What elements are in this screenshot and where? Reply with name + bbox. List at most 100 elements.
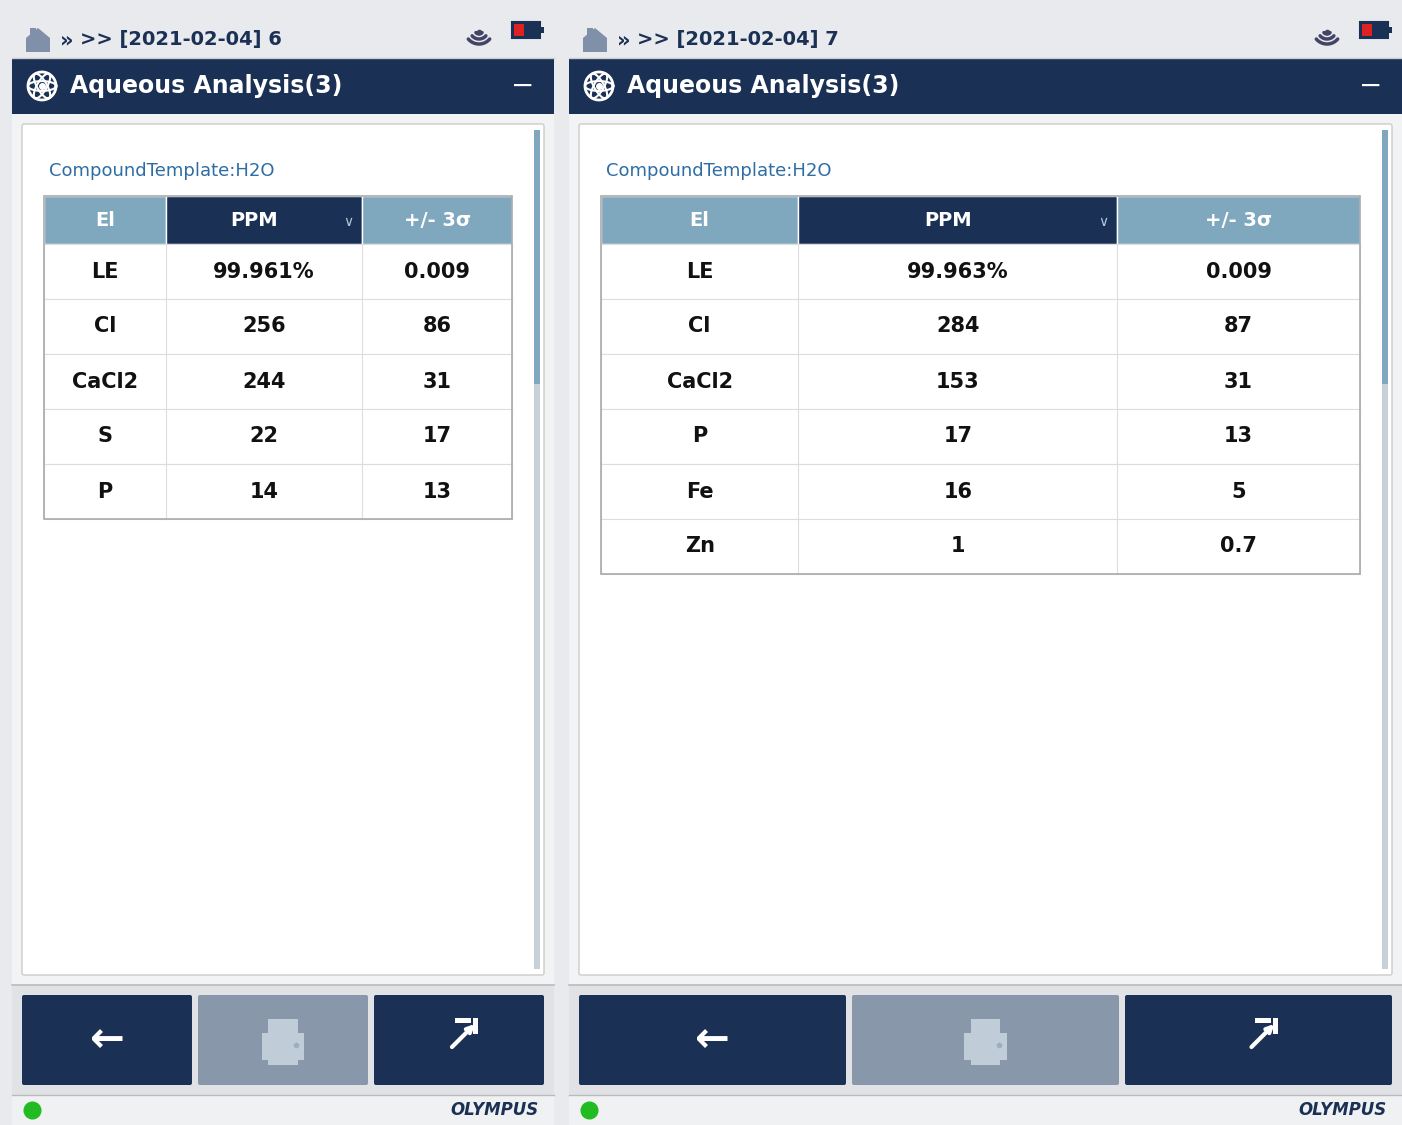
Text: −: − [510,72,534,100]
Text: 31: 31 [1224,371,1253,391]
Bar [1361,24,1371,36]
Bar [13,1095,554,1125]
Text: 1: 1 [951,537,965,557]
Text: LE: LE [686,261,714,281]
Bar [970,1019,1000,1035]
Bar [362,196,512,244]
Text: +/- 3σ: +/- 3σ [1204,210,1272,230]
Text: 17: 17 [944,426,972,447]
Text: −: − [1359,72,1382,100]
FancyBboxPatch shape [22,124,544,975]
Bar [601,196,1360,574]
Text: OLYMPUS: OLYMPUS [451,1101,538,1119]
Text: ←: ← [695,1019,730,1061]
Bar [512,22,540,38]
Bar [43,196,512,519]
Text: 14: 14 [250,482,279,502]
Bar [798,196,1117,244]
Bar [534,130,540,969]
FancyBboxPatch shape [22,994,192,1084]
Text: ∨: ∨ [343,215,353,229]
Bar [13,0,554,1125]
Bar [569,1095,1402,1125]
Bar [601,196,798,244]
Text: Aqueous Analysis(3): Aqueous Analysis(3) [627,74,899,98]
Bar [29,28,36,36]
Bar [601,354,1360,410]
FancyBboxPatch shape [1124,994,1392,1084]
Text: 13: 13 [422,482,451,502]
Text: OLYMPUS: OLYMPUS [1298,1101,1387,1119]
Bar [268,1053,297,1064]
Text: ←: ← [90,1019,125,1061]
Bar [43,299,512,354]
Bar [965,1034,1007,1060]
FancyBboxPatch shape [579,994,845,1084]
Text: CompoundTemplate:H2O: CompoundTemplate:H2O [49,162,275,180]
Text: 5: 5 [1231,482,1246,502]
Text: 0.7: 0.7 [1220,537,1258,557]
Text: El: El [690,210,709,230]
Bar [13,114,554,986]
Bar [43,244,512,299]
Text: LE: LE [91,261,119,281]
Text: ∨: ∨ [1098,215,1108,229]
Bar [43,464,512,519]
Bar [540,27,544,34]
FancyBboxPatch shape [198,994,367,1084]
Text: 244: 244 [243,371,286,391]
Bar [1117,196,1360,244]
Bar [534,130,540,384]
Text: 22: 22 [250,426,279,447]
Bar [268,1019,297,1035]
Bar [601,244,1360,299]
Text: 99.961%: 99.961% [213,261,315,281]
Bar [1382,130,1388,969]
Text: 153: 153 [937,371,980,391]
Bar [601,464,1360,519]
Text: 0.009: 0.009 [1206,261,1272,281]
Bar [569,114,1402,986]
Text: 86: 86 [422,316,451,336]
Bar [13,58,554,114]
Bar [1360,22,1388,38]
Polygon shape [27,28,50,52]
Text: Aqueous Analysis(3): Aqueous Analysis(3) [70,74,342,98]
Bar [601,519,1360,574]
Bar [569,986,1402,1095]
Text: 284: 284 [937,316,980,336]
Text: Cl: Cl [94,316,116,336]
Text: CaCl2: CaCl2 [72,371,137,391]
Bar [165,196,362,244]
Text: El: El [95,210,115,230]
Text: 256: 256 [243,316,286,336]
Text: »: » [617,30,631,50]
Text: 16: 16 [944,482,972,502]
Text: P: P [693,426,707,447]
FancyBboxPatch shape [852,994,1119,1084]
Text: CompoundTemplate:H2O: CompoundTemplate:H2O [606,162,831,180]
Text: >> [2021-02-04] 6: >> [2021-02-04] 6 [80,30,282,50]
Bar [13,0,554,58]
Text: »: » [60,30,73,50]
Bar [262,1034,304,1060]
FancyBboxPatch shape [579,124,1392,975]
Text: 99.963%: 99.963% [907,261,1008,281]
Text: P: P [97,482,112,502]
Text: 17: 17 [422,426,451,447]
Bar [1255,1018,1270,1023]
Text: 87: 87 [1224,316,1253,336]
Bar [43,196,165,244]
Bar [43,410,512,464]
Bar [1388,27,1392,34]
Text: PPM: PPM [230,210,278,230]
FancyBboxPatch shape [374,994,544,1084]
Text: 0.009: 0.009 [404,261,470,281]
Bar [472,1018,478,1034]
Text: S: S [97,426,112,447]
Bar [13,986,554,1095]
Bar [601,299,1360,354]
Bar [970,1053,1000,1064]
Bar [569,0,1402,1125]
Bar [601,410,1360,464]
